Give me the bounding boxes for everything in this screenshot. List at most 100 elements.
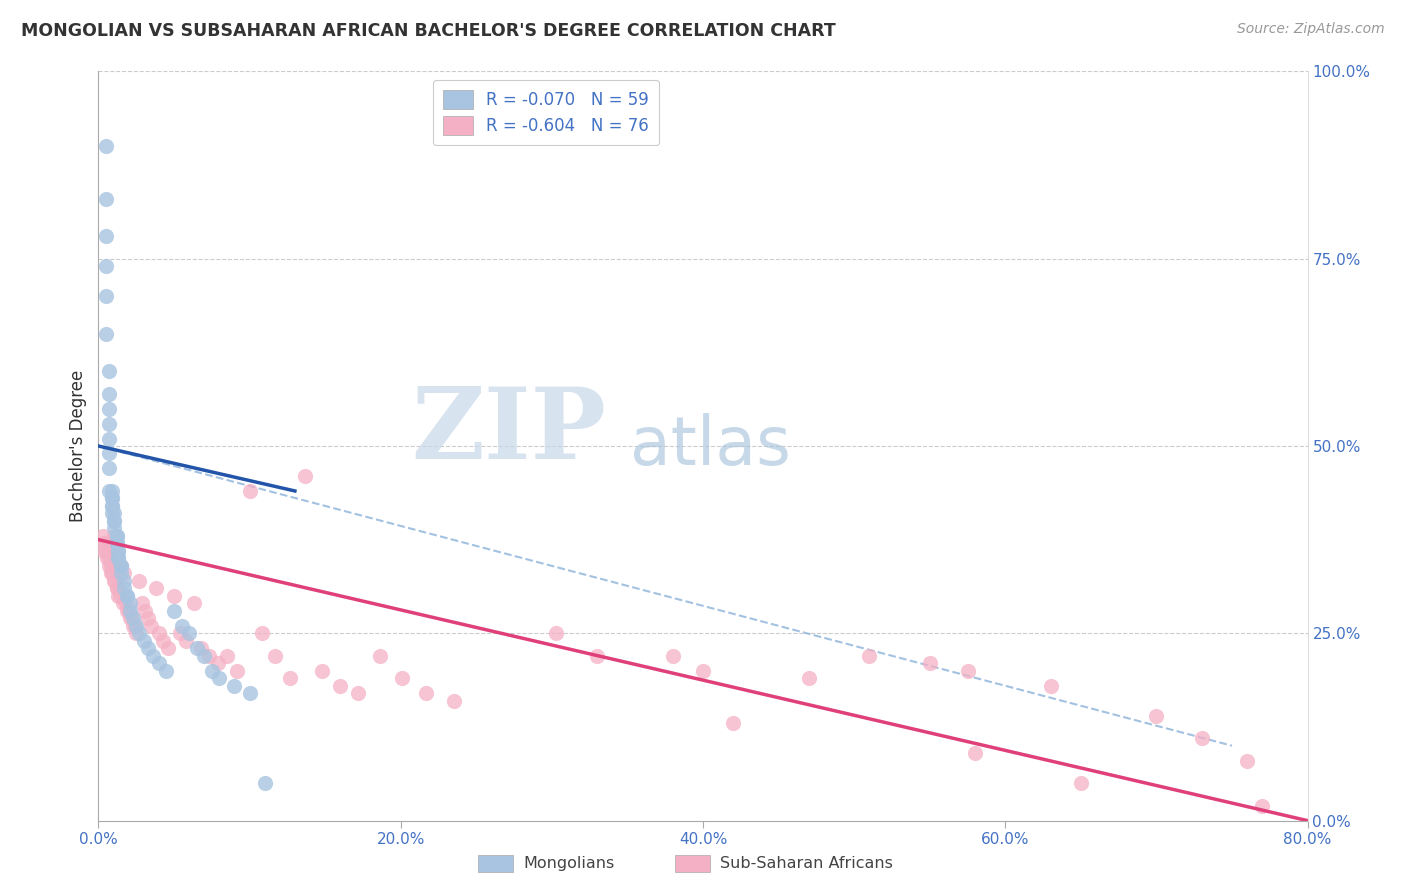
Point xyxy=(170,619,193,633)
Point xyxy=(115,589,138,603)
Point xyxy=(122,619,145,633)
Point xyxy=(858,648,880,663)
Point xyxy=(155,664,177,678)
Point xyxy=(124,619,146,633)
Point xyxy=(692,664,714,678)
Point xyxy=(128,626,150,640)
Point xyxy=(101,566,124,581)
Point xyxy=(148,657,170,671)
Point xyxy=(131,596,153,610)
Point xyxy=(107,589,129,603)
Point xyxy=(190,641,212,656)
Point xyxy=(114,596,136,610)
Point xyxy=(105,536,128,550)
Point xyxy=(546,626,568,640)
Text: Mongolians: Mongolians xyxy=(523,856,614,871)
Point xyxy=(94,544,117,558)
Point xyxy=(1144,708,1167,723)
Point xyxy=(280,671,302,685)
Point xyxy=(104,574,127,588)
Point xyxy=(120,596,142,610)
Point xyxy=(122,611,145,625)
Point xyxy=(391,671,413,685)
Point xyxy=(103,507,125,521)
Point xyxy=(1039,679,1062,693)
Point xyxy=(98,558,121,573)
Point xyxy=(141,619,163,633)
Point xyxy=(134,604,156,618)
Text: atlas: atlas xyxy=(630,413,792,479)
Point xyxy=(201,664,224,678)
Point xyxy=(103,514,125,528)
Point xyxy=(142,648,165,663)
Point xyxy=(94,192,117,206)
Point xyxy=(169,626,191,640)
Point xyxy=(128,574,150,588)
Point xyxy=(121,611,143,625)
Point xyxy=(101,499,124,513)
Point xyxy=(174,633,197,648)
Point xyxy=(101,491,124,506)
Point xyxy=(145,582,167,596)
Point xyxy=(98,461,121,475)
Point xyxy=(105,582,128,596)
Point xyxy=(91,529,114,543)
Point xyxy=(956,664,979,678)
Y-axis label: Bachelor's Degree: Bachelor's Degree xyxy=(69,370,87,522)
Point xyxy=(101,483,124,498)
Point xyxy=(186,641,208,656)
Point xyxy=(110,558,132,573)
Point xyxy=(148,626,170,640)
Point xyxy=(253,776,276,790)
Point xyxy=(100,558,122,573)
Point xyxy=(918,657,941,671)
Point xyxy=(329,679,352,693)
Point xyxy=(797,671,820,685)
Point xyxy=(98,364,121,378)
Text: Sub-Saharan Africans: Sub-Saharan Africans xyxy=(720,856,893,871)
Point xyxy=(179,626,201,640)
Point xyxy=(183,596,205,610)
Point xyxy=(1191,731,1213,746)
Point xyxy=(239,483,262,498)
Point xyxy=(264,648,287,663)
Point xyxy=(110,558,132,573)
Point xyxy=(118,604,141,618)
Point xyxy=(163,604,186,618)
Point xyxy=(93,544,115,558)
Point xyxy=(443,694,465,708)
Point xyxy=(723,716,745,731)
Point xyxy=(107,544,129,558)
Point xyxy=(112,582,135,596)
Point xyxy=(94,289,117,303)
Point xyxy=(111,596,134,610)
Point xyxy=(110,566,132,581)
Point xyxy=(193,648,215,663)
Point xyxy=(1251,798,1274,813)
Point xyxy=(107,551,129,566)
Point xyxy=(226,664,249,678)
Point xyxy=(105,529,128,543)
Point xyxy=(98,446,121,460)
Point xyxy=(107,551,129,566)
Point xyxy=(103,521,125,535)
Point xyxy=(110,558,132,573)
Point xyxy=(108,589,131,603)
Point xyxy=(103,529,125,543)
Point xyxy=(136,641,159,656)
Point xyxy=(94,259,117,273)
Point xyxy=(98,551,121,566)
Point xyxy=(98,401,121,416)
Point xyxy=(586,648,609,663)
Point xyxy=(107,544,129,558)
Point xyxy=(368,648,391,663)
Point xyxy=(103,514,125,528)
Point xyxy=(965,746,987,760)
Point xyxy=(98,483,121,498)
Point xyxy=(100,566,122,581)
Point xyxy=(96,551,118,566)
Point xyxy=(125,626,148,640)
Point xyxy=(132,633,155,648)
Point xyxy=(239,686,262,700)
Point xyxy=(93,536,115,550)
